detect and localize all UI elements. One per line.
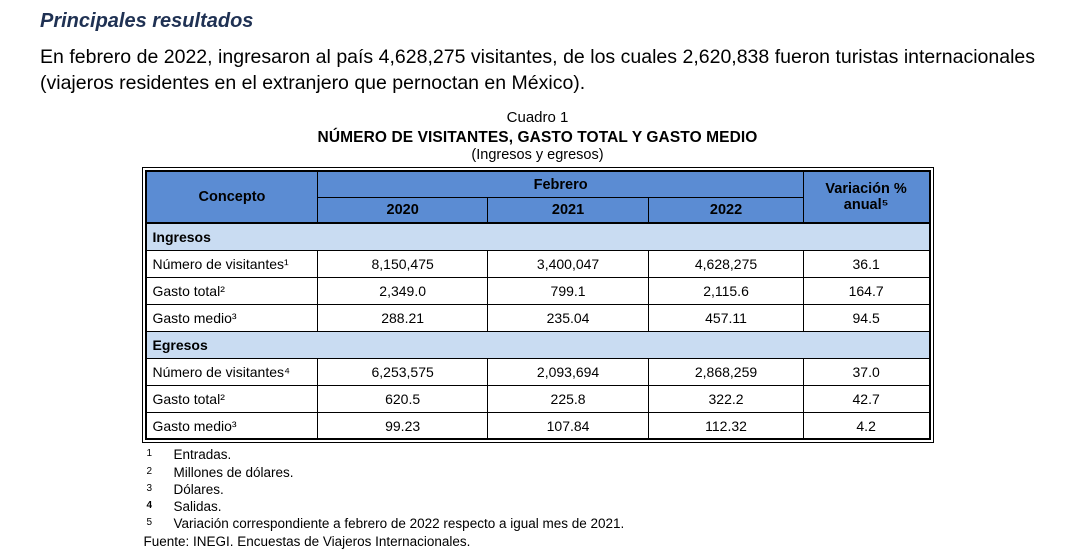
footnote-marker: 4	[146, 500, 153, 512]
section-row-ingresos: Ingresos	[145, 222, 930, 251]
footnote-text: Millones de dólares.	[173, 464, 294, 480]
cell-variacion: 37.0	[802, 357, 931, 386]
cell-2020: 288.21	[317, 303, 488, 332]
cell-2020: 2,349.0	[317, 276, 488, 305]
footnote-text: Variación correspondiente a febrero de 2…	[173, 516, 625, 532]
header-variacion: Variación % anual⁵	[802, 170, 931, 224]
cell-2022: 2,868,259	[648, 357, 804, 386]
intro-paragraph: En febrero de 2022, ingresaron al país 4…	[40, 46, 1035, 94]
footnote: 3 Dólares.	[142, 481, 934, 498]
cell-2021: 235.04	[486, 303, 650, 332]
page-title: Principales resultados	[40, 10, 254, 32]
footnote-marker: 1	[146, 448, 153, 460]
cell-2022: 2,115.6	[648, 276, 804, 305]
cell-2021: 107.84	[486, 411, 650, 440]
table-row-visitantes-ingresos: Número de visitantes¹ 8,150,475 3,400,04…	[144, 249, 931, 278]
section-label: Ingresos	[145, 222, 930, 251]
footnote: 2 Millones de dólares.	[142, 464, 934, 481]
data-table-frame: Concepto Febrero Variación % anual⁵ 2020…	[141, 167, 934, 444]
table-title: NÚMERO DE VISITANTES, GASTO TOTAL Y GAST…	[317, 128, 758, 146]
footnote: 4 Salidas.	[142, 498, 934, 515]
row-label: Gasto medio³	[144, 411, 319, 440]
table-header-row-top: Concepto Febrero Variación % anual⁵	[144, 170, 931, 224]
footnote-marker: 2	[146, 465, 153, 477]
cell-variacion: 94.5	[802, 303, 931, 332]
cell-2020: 8,150,475	[317, 249, 488, 278]
table-caption: Cuadro 1	[506, 108, 569, 126]
section-label: Egresos	[145, 330, 930, 359]
section-row-egresos: Egresos	[145, 330, 930, 359]
table-header-row-years: 2020 2021 2022	[146, 196, 930, 224]
header-year-2021: 2021	[486, 196, 650, 224]
cell-2021: 225.8	[486, 384, 650, 413]
table-row-gasto-medio-ingresos: Gasto medio³ 288.21 235.04 457.11 94.5	[144, 303, 931, 332]
cell-2021: 2,093,694	[486, 357, 650, 386]
row-label: Gasto total²	[144, 276, 319, 305]
cell-variacion: 164.7	[802, 276, 931, 305]
table-row-gasto-total-ingresos: Gasto total² 2,349.0 799.1 2,115.6 164.7	[144, 276, 931, 305]
data-table: Concepto Febrero Variación % anual⁵ 2020…	[144, 170, 931, 441]
cell-2022: 322.2	[648, 384, 804, 413]
header-year-2020: 2020	[317, 196, 488, 224]
cell-2021: 3,400,047	[486, 249, 650, 278]
header-febrero: Febrero	[317, 170, 804, 198]
row-label: Gasto total²	[144, 384, 319, 413]
cell-2020: 99.23	[317, 411, 488, 440]
header-year-2022: 2022	[648, 196, 804, 224]
row-label: Número de visitantes⁴	[144, 357, 319, 386]
row-label: Número de visitantes¹	[144, 249, 319, 278]
cell-2022: 4,628,275	[648, 249, 804, 278]
table-block: Cuadro 1 NÚMERO DE VISITANTES, GASTO TOT…	[141, 108, 934, 550]
cell-2021: 799.1	[486, 276, 650, 305]
footnote-text: Salidas.	[173, 499, 222, 515]
footnote-marker: 3	[146, 482, 153, 494]
row-label: Gasto medio³	[144, 303, 319, 332]
header-concepto: Concepto	[144, 170, 319, 224]
footnote: 5 Variación correspondiente a febrero de…	[142, 515, 934, 532]
table-row-gasto-total-egresos: Gasto total² 620.5 225.8 322.2 42.7	[144, 384, 931, 413]
table-subtitle: (Ingresos y egresos)	[471, 146, 604, 163]
cell-variacion: 4.2	[802, 411, 931, 440]
cell-variacion: 42.7	[802, 384, 931, 413]
table-row-gasto-medio-egresos: Gasto medio³ 99.23 107.84 112.32 4.2	[144, 411, 931, 440]
footnote-marker: 5	[146, 517, 153, 529]
footnote: 1 Entradas.	[142, 446, 934, 463]
footnotes: 1 Entradas. 2 Millones de dólares. 3 Dól…	[142, 446, 934, 550]
cell-2022: 112.32	[648, 411, 804, 440]
table-row-visitantes-egresos: Número de visitantes⁴ 6,253,575 2,093,69…	[144, 357, 931, 386]
cell-2020: 620.5	[317, 384, 488, 413]
footnote-text: Dólares.	[173, 481, 224, 497]
cell-2022: 457.11	[648, 303, 804, 332]
cell-variacion: 36.1	[802, 249, 931, 278]
source-line: Fuente: INEGI. Encuestas de Viajeros Int…	[143, 533, 471, 549]
footnote-text: Entradas.	[173, 447, 232, 463]
cell-2020: 6,253,575	[317, 357, 488, 386]
